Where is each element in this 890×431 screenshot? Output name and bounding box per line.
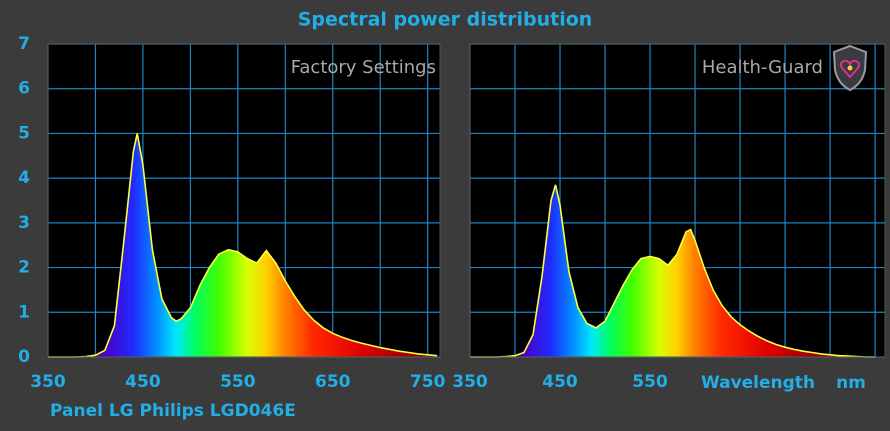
y-tick-label: 5 xyxy=(18,123,30,143)
spectrum-line xyxy=(470,184,876,358)
y-tick-label: 0 xyxy=(18,347,30,367)
x-tick-label: 550 xyxy=(632,372,668,392)
y-tick-label: 3 xyxy=(18,213,30,233)
y-tick-label: 7 xyxy=(18,34,30,54)
x-axis-label: Wavelength xyxy=(701,373,815,393)
x-tick-label: 550 xyxy=(220,372,256,392)
plot-border xyxy=(47,43,441,358)
x-tick-label: 350 xyxy=(452,372,488,392)
panel-label: Health-Guard xyxy=(702,57,823,78)
y-tick-label: 4 xyxy=(18,168,30,188)
shield-icon xyxy=(832,44,868,92)
shield-heart xyxy=(839,59,861,79)
shield-dot xyxy=(847,65,853,71)
chart-title: Spectral power distribution xyxy=(298,9,593,31)
x-tick-label: 650 xyxy=(315,372,351,392)
x-tick-label: 450 xyxy=(125,372,161,392)
footnote: Panel LG Philips LGD046E xyxy=(50,401,296,421)
plot-border xyxy=(469,43,886,358)
x-axis-unit: nm xyxy=(836,373,866,393)
x-tick-label: 450 xyxy=(542,372,578,392)
y-tick-label: 1 xyxy=(18,302,30,322)
y-tick-label: 6 xyxy=(18,79,30,99)
x-tick-label: 750 xyxy=(410,372,446,392)
spectrum-line xyxy=(48,133,438,358)
y-tick-label: 2 xyxy=(18,258,30,278)
area-fill xyxy=(470,184,876,357)
panel-label: Factory Settings xyxy=(291,57,436,78)
x-tick-label: 350 xyxy=(30,372,66,392)
